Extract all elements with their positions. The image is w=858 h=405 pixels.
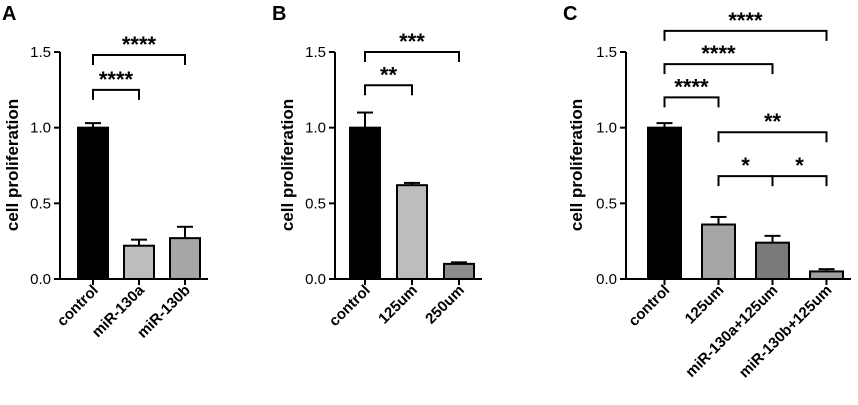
significance-label: **** [674,74,709,99]
significance-label: * [795,153,804,178]
panel-b-y-axis-label: cell proliferation [278,99,297,231]
bar [123,244,155,280]
significance-bracket [92,54,186,66]
y-tick-label: 1.0 [305,120,326,137]
panel-b: B cell proliferation 0.0 0.5 1.0 1.5 control… [272,3,482,330]
panel-a: A cell proliferation 0.00.51.01.5control… [2,3,208,342]
y-tick-label: 1.5 [596,44,617,61]
panel-letter-c: C [563,3,577,25]
y-tick-label: 0.5 [596,195,617,212]
x-tick-label: 250um [422,282,468,328]
x-tick-label: 125um [682,282,728,328]
panel-c: C cell proliferation 0.0 0.5 1.0 1.5 control… [563,3,851,381]
x-tick-label: miR-130a+125um [682,282,781,381]
bar [396,184,428,281]
significance-bracket [771,175,828,187]
significance-bracket [663,29,828,41]
significance-bracket [364,84,413,96]
significance-label: **** [99,67,134,92]
significance-bracket [717,131,828,143]
significance-bracket [364,51,460,62]
bar [755,241,790,280]
bar [647,126,682,280]
significance-label: **** [728,8,763,33]
y-tick-label: 0.5 [30,195,51,212]
x-tick-label: miR-130b+125um [736,282,836,382]
x-tick-label: control [625,282,673,330]
panel-a-plot: 0.00.51.01.5controlmiR-130amiR-130b*****… [30,32,208,342]
y-tick-label: 1.5 [30,44,51,61]
y-tick-label: 1.5 [305,44,326,61]
bar [701,223,736,281]
significance-label: *** [399,29,425,54]
panel-c-y-axis-label: cell proliferation [567,99,586,231]
y-tick-label: 0.0 [305,271,326,288]
significance-bracket [663,63,774,75]
significance-label: ** [380,62,398,87]
y-tick-label: 0.0 [596,271,617,288]
bar [809,270,844,280]
significance-bracket [663,96,720,108]
significance-label: ** [764,109,782,134]
bar [77,126,109,280]
significance-bracket [92,88,140,100]
y-tick-label: 0.5 [305,195,326,212]
panel-b-plot: 0.0 0.5 1.0 1.5 control 125um 250um ***** [305,29,482,330]
x-tick-label: control [326,282,374,330]
panel-letter-a: A [2,3,16,25]
significance-label: **** [701,41,736,66]
panel-letter-b: B [272,3,286,25]
significance-label: **** [122,32,157,57]
bar [443,262,475,281]
bar [349,126,381,280]
significance-label: * [741,153,750,178]
panel-c-plot: 0.0 0.5 1.0 1.5 control 125ummiR-130a+125ummi… [596,8,851,382]
x-tick-label: 125um [375,282,421,328]
bar [169,237,201,280]
y-tick-label: 1.0 [596,120,617,137]
y-tick-label: 1.0 [30,120,51,137]
panel-a-y-axis-label: cell proliferation [3,99,22,231]
y-tick-label: 0.0 [30,271,51,288]
